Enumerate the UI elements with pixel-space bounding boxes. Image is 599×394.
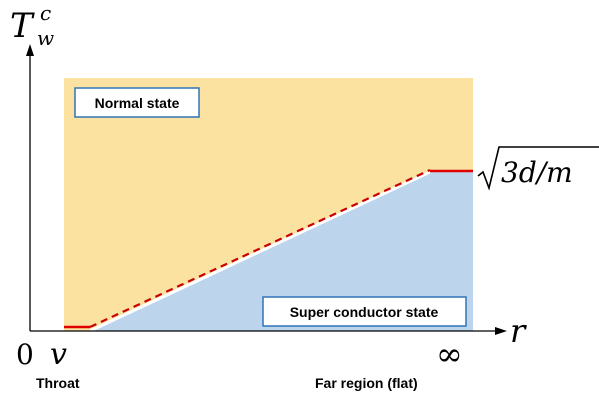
superconductor-state-label: Super conductor state <box>262 296 467 327</box>
y-axis-label-sup: c <box>40 1 51 25</box>
svg-text:Super conductor state: Super conductor state <box>290 304 439 320</box>
y-axis-arrow <box>26 44 34 56</box>
boundary-slope-dashed <box>89 169 431 328</box>
y-axis-label: T <box>10 6 35 46</box>
superconductor-state-region <box>90 172 473 331</box>
origin-label: 0 <box>16 338 34 371</box>
infinity-symbol: ∞ <box>436 335 463 373</box>
throat-symbol: v <box>50 337 67 372</box>
asymptote-radicand: 3d/m <box>501 156 573 189</box>
x-axis-arrow <box>495 327 507 335</box>
throat-caption: Throat <box>36 375 80 391</box>
y-axis-label-sub: w <box>37 26 54 50</box>
radical-sign <box>477 146 599 191</box>
svg-text:Normal state: Normal state <box>95 95 180 111</box>
normal-state-label: Normal state <box>74 87 200 118</box>
far-region-caption: Far region (flat) <box>315 375 418 391</box>
x-axis-label: r <box>510 312 527 350</box>
asymptote-label: 3d/m <box>477 146 599 191</box>
